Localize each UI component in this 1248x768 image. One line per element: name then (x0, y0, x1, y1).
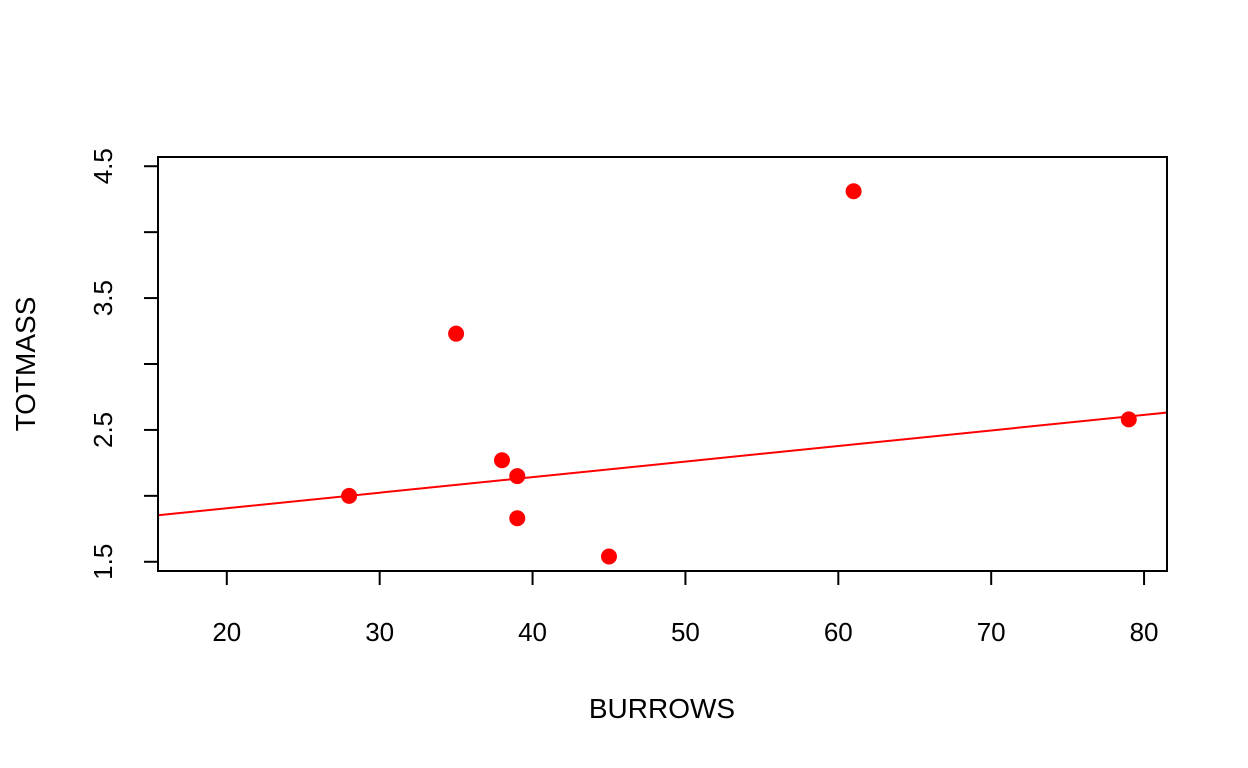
y-tick-label: 3.5 (88, 280, 118, 316)
data-point (341, 487, 358, 504)
x-axis-title: BURROWS (589, 693, 735, 724)
y-axis-title: TOTMASS (10, 297, 41, 432)
data-point (509, 510, 526, 527)
x-tick-label: 20 (212, 617, 241, 647)
y-tick-label: 2.5 (88, 412, 118, 448)
data-point (493, 452, 510, 469)
regression-line (158, 411, 1167, 517)
x-tick-label: 70 (977, 617, 1006, 647)
data-point (1120, 411, 1137, 428)
y-tick-label: 4.5 (88, 148, 118, 184)
x-tick-label: 30 (365, 617, 394, 647)
data-point (845, 183, 862, 200)
x-axis: 20 30 40 50 60 70 80 (212, 570, 1159, 647)
x-tick-label: 40 (518, 617, 547, 647)
plot-frame (157, 156, 1168, 572)
x-tick-label: 50 (671, 617, 700, 647)
data-point (600, 548, 617, 565)
x-tick-label: 60 (824, 617, 853, 647)
data-point (509, 468, 526, 485)
y-axis: 1.5 2.5 3.5 4.5 (88, 148, 159, 580)
data-point (448, 325, 465, 342)
x-tick-label: 80 (1130, 617, 1159, 647)
y-tick-label: 1.5 (88, 544, 118, 580)
